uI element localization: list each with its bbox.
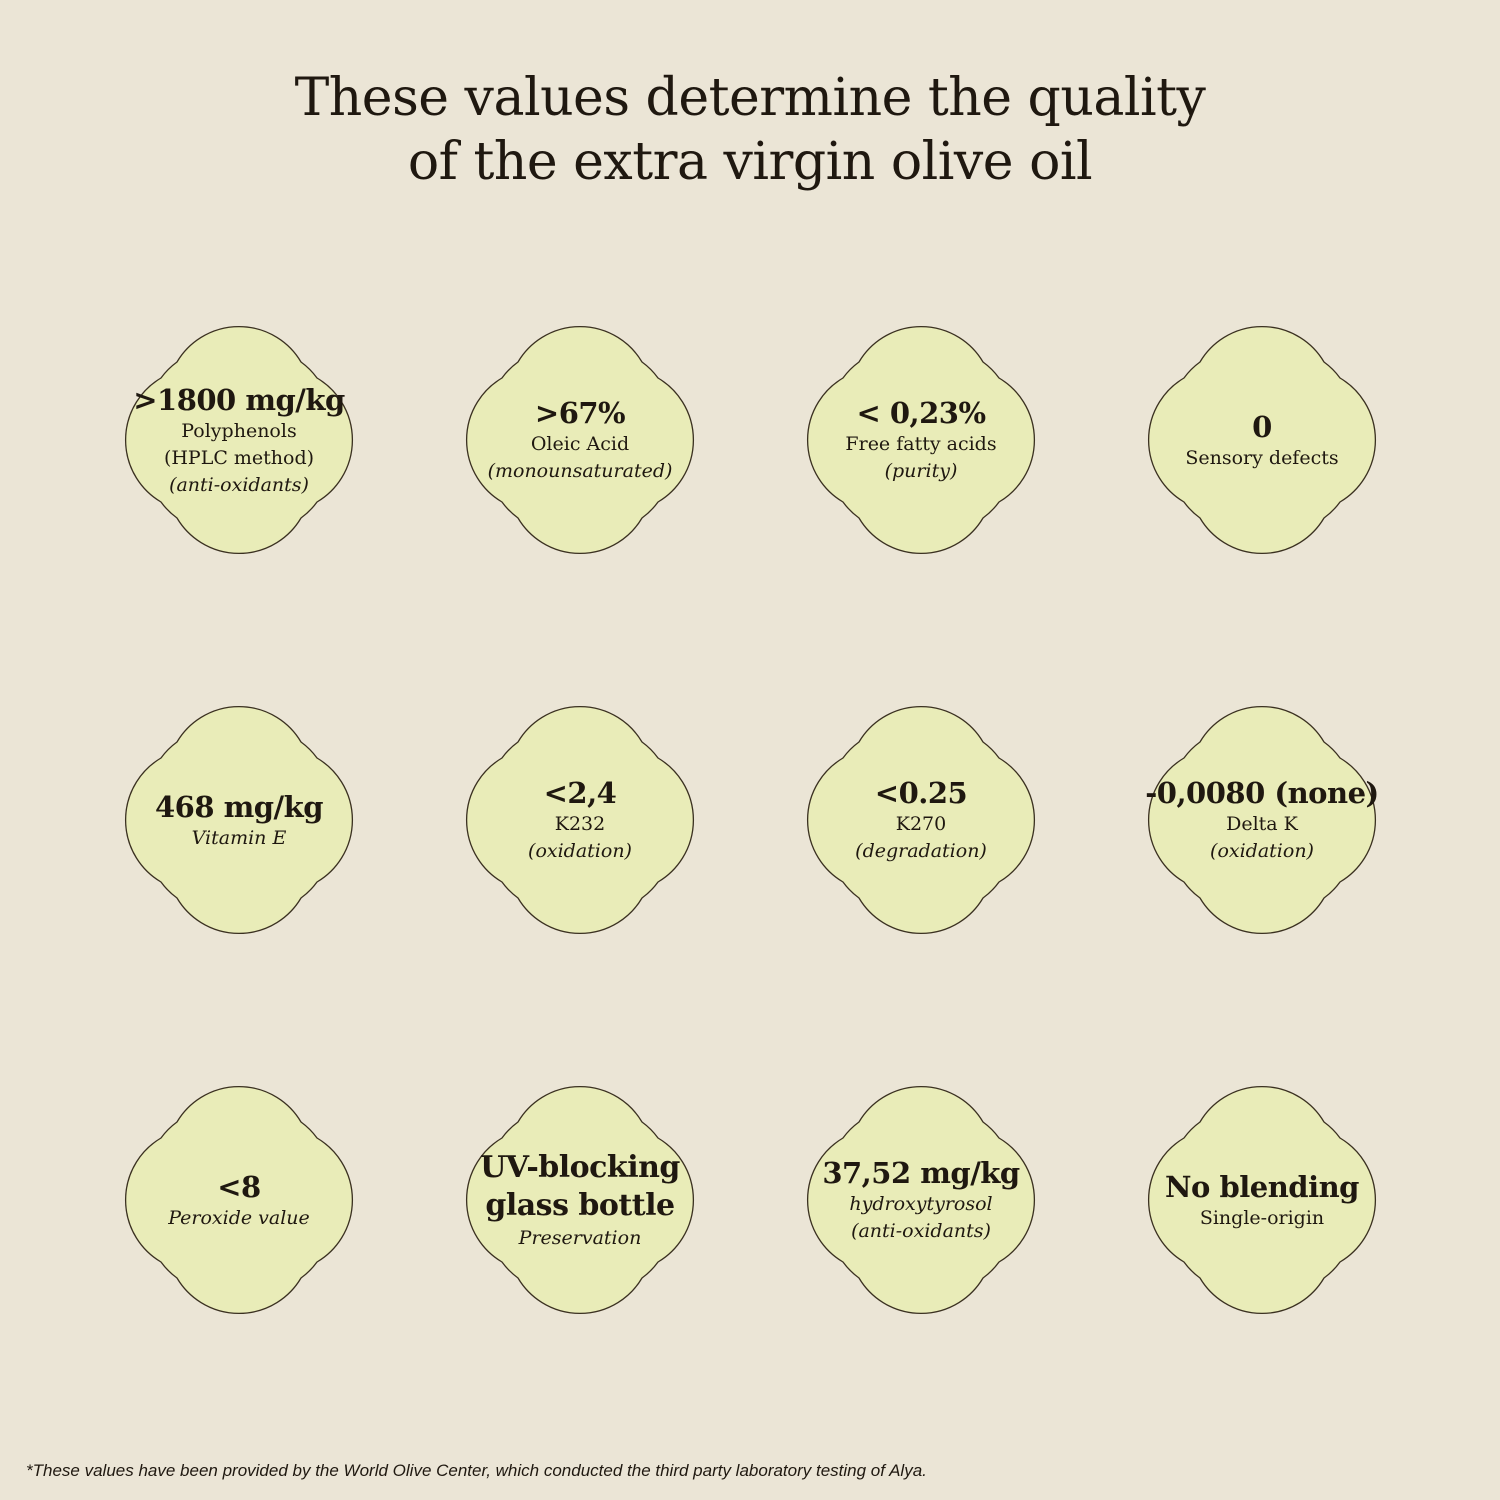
card-value: 0 [1252,409,1272,444]
card-note: (purity) [884,460,958,482]
card-value-line-2: glass bottle [485,1187,675,1223]
card-note: Preservation [518,1226,642,1249]
card-text: No blending Single-origin [1122,1050,1402,1350]
quatrefoil-shape [806,325,1036,555]
quatrefoil-outline [1147,325,1377,555]
quatrefoil-shape [465,705,695,935]
card-text: <2,4 K232 (oxidation) [440,670,720,970]
card-value: 37,52 mg/kg [822,1156,1020,1190]
page-title: These values determine the quality of th… [0,66,1500,194]
card-note: (degradation) [855,840,987,862]
quatrefoil-shape [124,1085,354,1315]
card-note: (monounsaturated) [487,460,673,482]
value-card: UV-blocking glass bottle Preservation [430,1050,730,1350]
card-label: Oleic Acid [530,433,630,455]
card-label: K270 [895,813,947,835]
quatrefoil-shape [465,1085,695,1315]
quatrefoil-shape [1147,1085,1377,1315]
quatrefoil-outline [806,325,1036,555]
value-card: < 0,23% Free fatty acids (purity) [771,290,1071,590]
card-value: >67% [534,396,626,430]
card-label: K232 [554,813,606,835]
card-text: <0.25 K270 (degradation) [781,670,1061,970]
card-label: Delta K [1226,813,1298,835]
card-value: < 0,23% [856,396,986,430]
card-value: <2,4 [543,776,617,810]
card-note: Peroxide value [168,1206,310,1229]
value-card: 468 mg/kg Vitamin E [89,670,389,970]
card-text: < 0,23% Free fatty acids (purity) [781,290,1061,590]
quatrefoil-outline [124,325,354,555]
quatrefoil-outline [806,1085,1036,1315]
quatrefoil-outline [465,325,695,555]
quatrefoil-shape [124,325,354,555]
card-text: >67% Oleic Acid (monounsaturated) [440,290,720,590]
card-note: (oxidation) [1210,840,1314,862]
card-note: hydroxytyrosol [849,1193,993,1215]
quatrefoil-outline [124,705,354,935]
card-label: Polyphenols [181,419,297,442]
quatrefoil-shape [806,1085,1036,1315]
value-card: -0,0080 (none) Delta K (oxidation) [1112,670,1412,970]
card-label: Sensory defects [1185,446,1339,469]
quatrefoil-shape [806,705,1036,935]
value-card: <8 Peroxide value [89,1050,389,1350]
quatrefoil-outline [1147,1085,1377,1315]
quatrefoil-outline [1147,705,1377,935]
card-text: 0 Sensory defects [1122,290,1402,590]
quatrefoil-outline [465,1085,695,1315]
quatrefoil-shape [465,325,695,555]
card-text: 37,52 mg/kg hydroxytyrosol (anti-oxidants) [781,1050,1061,1350]
title-line-2: of the extra virgin olive oil [407,132,1093,192]
card-note: (oxidation) [528,840,632,862]
card-value: -0,0080 (none) [1145,776,1379,810]
card-text: UV-blocking glass bottle Preservation [440,1050,720,1350]
value-card: No blending Single-origin [1112,1050,1412,1350]
card-label: Free fatty acids [845,433,997,455]
card-text: >1800 mg/kg Polyphenols (HPLC method) (anti… [99,290,379,590]
card-text: 468 mg/kg Vitamin E [99,670,379,970]
title-line-1: These values determine the quality [294,68,1206,128]
card-text: -0,0080 (none) Delta K (oxidation) [1122,670,1402,970]
card-value: >1800 mg/kg [133,382,345,417]
footnote: *These values have been provided by the … [26,1461,927,1480]
card-text: <8 Peroxide value [99,1050,379,1350]
card-label: Single-origin [1199,1206,1325,1229]
quatrefoil-shape [1147,325,1377,555]
card-note: Vitamin E [191,826,287,849]
card-note-line-2: (anti-oxidants) [851,1220,991,1242]
card-value: No blending [1165,1169,1359,1204]
card-note: (anti-oxidants) [169,473,309,496]
card-value: <0.25 [874,776,968,810]
value-card: >67% Oleic Acid (monounsaturated) [430,290,730,590]
quatrefoil-shape [124,705,354,935]
card-label-line-2: (HPLC method) [163,446,315,469]
card-value: <8 [217,1169,261,1204]
card-value: 468 mg/kg [154,789,324,824]
value-card: <0.25 K270 (degradation) [771,670,1071,970]
card-value: UV-blocking [480,1149,680,1185]
quatrefoil-outline [124,1085,354,1315]
value-card: 0 Sensory defects [1112,290,1412,590]
value-card: <2,4 K232 (oxidation) [430,670,730,970]
quatrefoil-outline [806,705,1036,935]
quatrefoil-shape [1147,705,1377,935]
quatrefoil-outline [465,705,695,935]
value-card: >1800 mg/kg Polyphenols (HPLC method) (anti… [89,290,389,590]
value-card: 37,52 mg/kg hydroxytyrosol (anti-oxidants) [771,1050,1071,1350]
